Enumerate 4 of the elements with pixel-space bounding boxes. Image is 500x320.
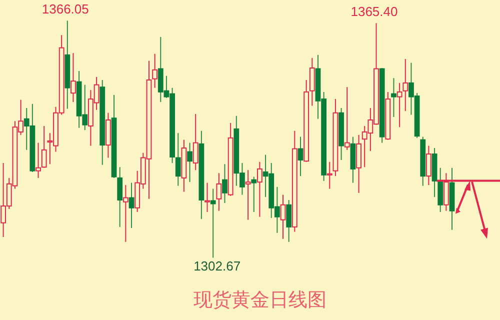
annotation: 1366.05 <box>42 2 89 17</box>
annotation: 1302.67 <box>194 258 241 274</box>
title: 现货黄金日线图 <box>194 289 326 311</box>
annotation: 1365.40 <box>350 4 398 20</box>
